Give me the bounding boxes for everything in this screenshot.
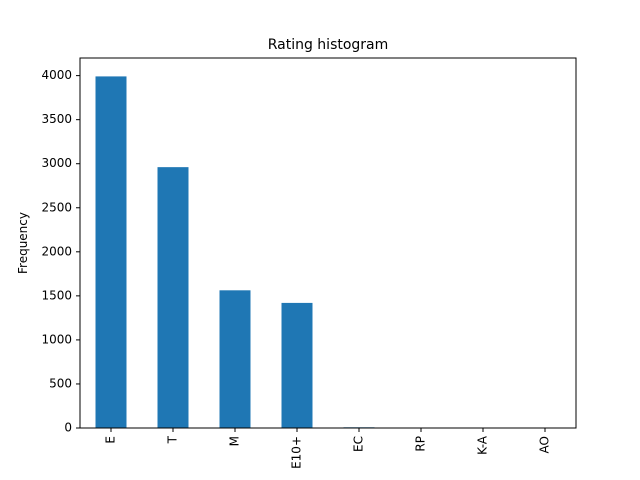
y-tick-label: 1500 [41,288,72,302]
bar-m [219,290,251,428]
y-tick-label: 500 [49,376,72,390]
x-tick-label: M [228,436,242,446]
plot-frame [79,57,577,429]
y-axis-label: Frequency [16,212,30,274]
y-axis-ticks: 0 500 1000 1500 2000 2500 3000 3500 4000 [41,68,80,435]
y-tick-label: 3500 [41,112,72,126]
bar-t [157,167,189,428]
x-tick-label: K-A [476,435,490,455]
x-axis-ticks: E T M E10+ EC RP K-A AO [104,428,552,469]
y-tick-label: 2500 [41,200,72,214]
y-tick-label: 2000 [41,244,72,258]
bar-e [95,76,127,428]
y-tick-label: 1000 [41,332,72,346]
x-tick-label: T [166,435,180,444]
bar-e10- [281,302,313,428]
y-tick-label: 3000 [41,156,72,170]
bars-group [95,76,561,428]
x-tick-label: E10+ [290,436,304,469]
x-tick-label: RP [414,436,428,452]
x-tick-label: EC [352,436,366,452]
y-tick-label: 0 [64,421,72,435]
y-tick-label: 4000 [41,68,72,82]
chart-title: Rating histogram [268,37,389,53]
x-tick-label: E [104,436,118,444]
x-tick-label: AO [538,436,552,453]
